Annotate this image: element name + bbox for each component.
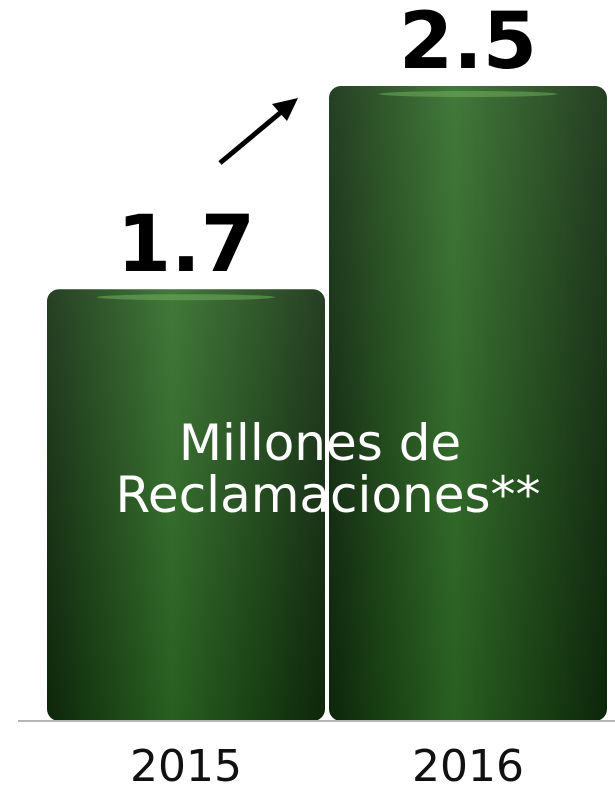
bars-layer — [47, 86, 607, 721]
labels-layer: 1.7 2015 2.5 2016 — [117, 0, 537, 785]
annotation-line-1: Millones de — [179, 414, 461, 472]
value-label-2015: 1.7 — [117, 200, 255, 290]
trend-arrow — [218, 98, 298, 165]
annotation-line-2: Reclamaciones** — [115, 466, 540, 524]
x-tick-label-2015: 2015 — [130, 741, 242, 785]
trend-arrow-shaft — [218, 106, 288, 165]
trend-arrow-head — [272, 98, 298, 121]
value-label-2016: 2.5 — [399, 0, 537, 87]
bar-shading-2015 — [47, 289, 325, 721]
bar-highlight-2015 — [97, 294, 275, 301]
bar-highlight-2016 — [379, 91, 557, 97]
chart-annotation: Millones de Reclamaciones** — [115, 414, 540, 524]
x-tick-label-2016: 2016 — [412, 741, 524, 785]
bar-shading-2016 — [329, 86, 607, 721]
